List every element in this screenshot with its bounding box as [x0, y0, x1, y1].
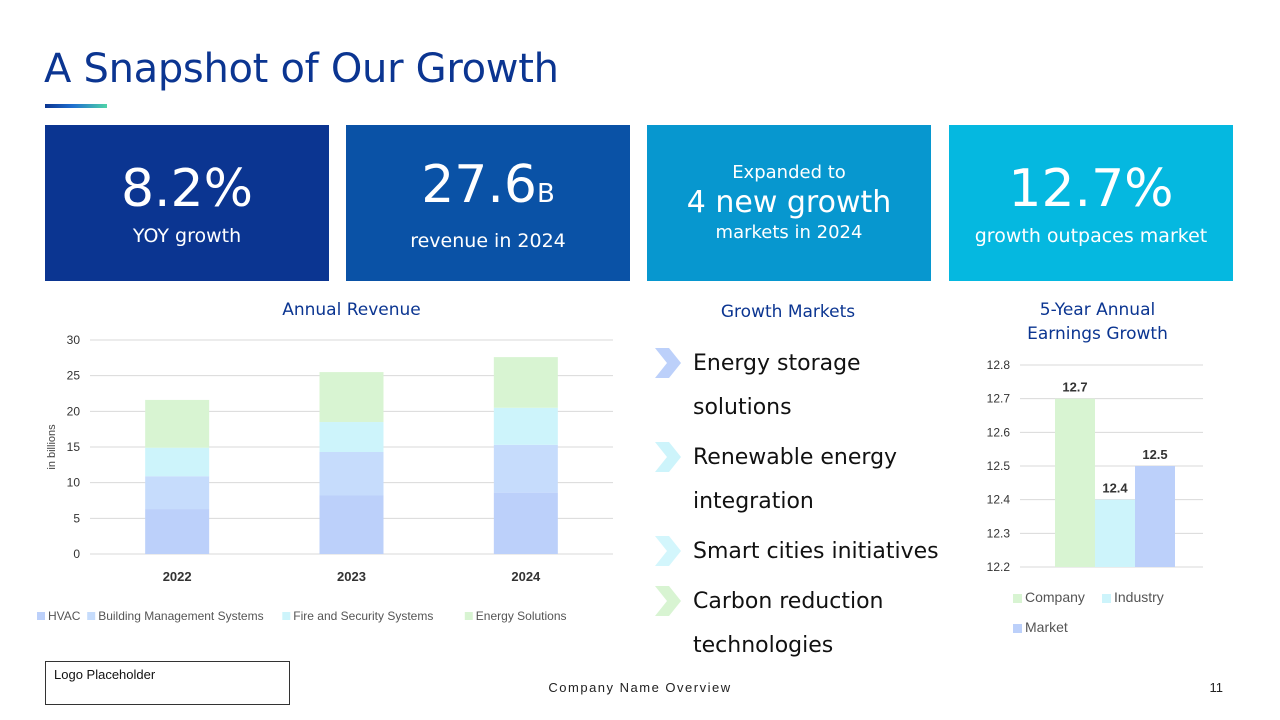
- y-tick-label: 12.6: [987, 425, 1011, 439]
- revenue-chart-title: Annual Revenue: [282, 300, 421, 320]
- stat-unit: B: [536, 178, 555, 209]
- earnings-chart: 12.2 12.3 12.4 12.5 12.6 12.7 12.8 12.7 12.4 12.5…: [987, 358, 1203, 635]
- stat-card-yoy-growth: 8.2% YOY growth: [45, 125, 329, 281]
- bar-segment: [319, 422, 384, 452]
- chevron-shape: [655, 586, 681, 616]
- stat-label: revenue in 2024: [410, 229, 566, 252]
- list-item: Renewable energy integration: [652, 436, 952, 524]
- legend-swatch: [282, 612, 291, 620]
- legend-swatch: [1013, 594, 1022, 603]
- chevron-shape: [655, 442, 681, 472]
- legend-swatch: [37, 612, 45, 620]
- stat-card-growth-markets: Expanded to 4 new growth markets in 2024: [647, 125, 931, 281]
- page-number: 11: [1209, 680, 1224, 695]
- bar: [1095, 499, 1135, 567]
- chevron-right-icon: [655, 442, 681, 472]
- legend-label: Fire and Security Systems: [293, 609, 433, 623]
- y-tick-label: 15: [67, 440, 81, 454]
- list-item: Carbon reduction technologies: [652, 580, 952, 668]
- legend-swatch: [464, 612, 473, 620]
- x-tick-label: 2023: [337, 569, 366, 584]
- y-tick-label: 10: [67, 476, 81, 490]
- stat-value: 12.7%: [1008, 159, 1174, 219]
- bar-segment: [493, 492, 558, 554]
- legend-label: Building Management Systems: [98, 609, 263, 623]
- bar-segment: [493, 407, 558, 445]
- footer-company-name: Company Name Overview: [548, 680, 732, 695]
- logo-placeholder: Logo Placeholder: [45, 661, 290, 705]
- bar-segment: [319, 372, 384, 423]
- y-tick-label: 20: [67, 404, 81, 418]
- stat-value: 8.2%: [120, 159, 254, 219]
- legend-label: Market: [1025, 619, 1068, 635]
- bar-segment: [145, 447, 210, 477]
- earnings-chart-title-line2: Earnings Growth: [1027, 324, 1168, 344]
- chevron-right-icon: [655, 586, 681, 616]
- bar-segment: [493, 357, 558, 408]
- list-item: Smart cities initiatives: [652, 530, 952, 574]
- y-tick-label: 12.8: [987, 358, 1011, 372]
- market-label: Carbon reduction technologies: [693, 589, 884, 658]
- x-tick-label: 2024: [511, 569, 541, 584]
- bar-segment: [145, 476, 210, 510]
- y-tick-label: 12.3: [987, 526, 1011, 540]
- chevron-shape: [655, 348, 681, 378]
- stat-value: 4 new growth: [686, 185, 892, 220]
- y-tick-label: 0: [73, 547, 80, 561]
- bar-segment: [145, 399, 210, 448]
- stat-prefix: Expanded to: [732, 162, 846, 183]
- chevron-shape: [655, 536, 681, 566]
- legend-swatch: [1102, 594, 1111, 603]
- legend-label: Industry: [1114, 589, 1164, 605]
- data-label: 12.4: [1102, 481, 1128, 496]
- y-axis-label: in billions: [46, 424, 58, 470]
- bar-segment: [319, 495, 384, 554]
- stat-card-revenue: 27.6B revenue in 2024: [346, 125, 630, 281]
- y-tick-label: 12.2: [987, 560, 1011, 574]
- stat-label: growth outpaces market: [974, 225, 1208, 247]
- stat-value-wrap: 27.6B: [421, 155, 555, 224]
- y-tick-label: 12.4: [987, 493, 1011, 507]
- y-tick-label: 25: [67, 369, 81, 383]
- bar-segment: [493, 444, 558, 493]
- x-tick-label: 2022: [163, 569, 192, 584]
- data-label: 12.7: [1062, 380, 1087, 395]
- legend-swatch: [87, 612, 96, 620]
- page-title: A Snapshot of Our Growth: [44, 46, 559, 92]
- legend-label: Energy Solutions: [476, 609, 567, 623]
- stat-label: markets in 2024: [715, 222, 863, 243]
- earnings-chart-title: 5-Year Annual Earnings Growth: [970, 298, 1225, 346]
- stat-label: YOY growth: [132, 225, 242, 247]
- legend-label: HVAC: [48, 609, 81, 623]
- bar-segment: [319, 451, 384, 496]
- bar-segment: [145, 509, 210, 554]
- growth-markets-list: Energy storage solutions Renewable energ…: [652, 342, 952, 674]
- bar: [1135, 466, 1175, 567]
- stat-card-outpaces-market: 12.7% growth outpaces market: [949, 125, 1233, 281]
- y-tick-label: 5: [73, 511, 80, 525]
- earnings-chart-title-line1: 5-Year Annual: [1039, 300, 1156, 320]
- market-label: Smart cities initiatives: [693, 539, 939, 564]
- market-label: Energy storage solutions: [693, 351, 861, 420]
- y-tick-label: 12.7: [987, 392, 1011, 406]
- title-accent-bar: [45, 104, 107, 108]
- growth-markets-title: Growth Markets: [720, 302, 856, 322]
- chevron-right-icon: [655, 348, 681, 378]
- market-label: Renewable energy integration: [693, 445, 898, 514]
- y-tick-label: 30: [67, 333, 81, 347]
- stat-value: 27.6: [421, 154, 537, 215]
- legend-swatch: [1013, 624, 1022, 633]
- list-item: Energy storage solutions: [652, 342, 952, 430]
- y-tick-label: 12.5: [987, 459, 1011, 473]
- chevron-right-icon: [655, 536, 681, 566]
- bar: [1055, 398, 1095, 567]
- data-label: 12.5: [1142, 447, 1167, 462]
- revenue-chart: 0 5 10 15 20 25 30 2022 2023 2024 in billions HVAC B…: [37, 333, 613, 623]
- legend-label: Company: [1025, 589, 1085, 605]
